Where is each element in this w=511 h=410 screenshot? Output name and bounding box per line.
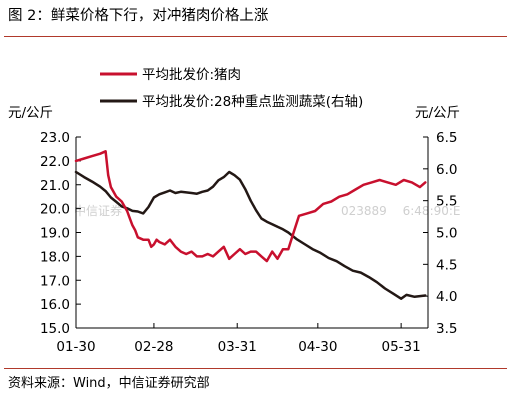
right-axis-tick-label: 4.5 [436, 257, 457, 273]
right-axis-tick-label: 6.0 [436, 162, 457, 178]
left-axis-tick-label: 23.0 [40, 130, 70, 146]
left-axis-tick-label: 20.0 [40, 202, 70, 218]
title-rule [4, 36, 507, 37]
source-note: 资料来源：Wind，中信证券研究部 [8, 376, 210, 391]
left-axis-tick-label: 16.0 [40, 297, 70, 313]
line-chart: 中信证券 023889 6:48:90:E 15.0 16.0 17.0 18.0 19… [8, 67, 461, 355]
axes: 15.0 16.0 17.0 18.0 19.0 20.0 21.0 22.0 23.0 3.5 4… [8, 105, 460, 355]
series-line-1 [74, 150, 427, 263]
legend-label-1: 平均批发价:猪肉 [142, 67, 241, 83]
left-axis-tick-label: 17.0 [40, 273, 70, 289]
left-axis-tick-label: 19.0 [40, 226, 70, 242]
right-axis-unit: 元/公斤 [415, 105, 460, 121]
figure-title: 图 2：鲜菜价格下行，对冲猪肉价格上涨 [8, 8, 269, 24]
watermark-layer: 中信证券 023889 6:48:90:E [74, 203, 461, 218]
x-axis-tick-label: 01-30 [56, 339, 95, 355]
series-line-2 [74, 170, 427, 300]
right-axis-tick-label: 5.0 [436, 226, 457, 242]
x-axis-tick-label: 05-31 [382, 339, 421, 355]
x-axis-tick-label: 03-31 [218, 339, 257, 355]
watermark-left: 中信证券 [74, 203, 122, 218]
left-axis-tick-label: 15.0 [40, 321, 70, 337]
series-lines [74, 150, 427, 300]
left-axis-tick-label: 22.0 [40, 154, 70, 170]
x-axis-tick-label: 02-28 [134, 339, 173, 355]
right-axis-tick-label: 3.5 [436, 321, 457, 337]
source-rule [4, 368, 507, 369]
right-axis-tick-label: 5.5 [436, 194, 457, 210]
x-axis-tick-label: 04-30 [298, 339, 337, 355]
left-axis-tick-label: 21.0 [40, 178, 70, 194]
right-axis-tick-label: 6.5 [436, 130, 457, 146]
left-axis-tick-label: 18.0 [40, 249, 70, 265]
left-axis-unit: 元/公斤 [8, 105, 53, 121]
right-axis-tick-label: 4.0 [436, 289, 457, 305]
watermark-right: 023889 6:48:90:E [341, 204, 461, 218]
legend-label-2: 平均批发价:28种重点监测蔬菜(右轴) [142, 94, 363, 110]
